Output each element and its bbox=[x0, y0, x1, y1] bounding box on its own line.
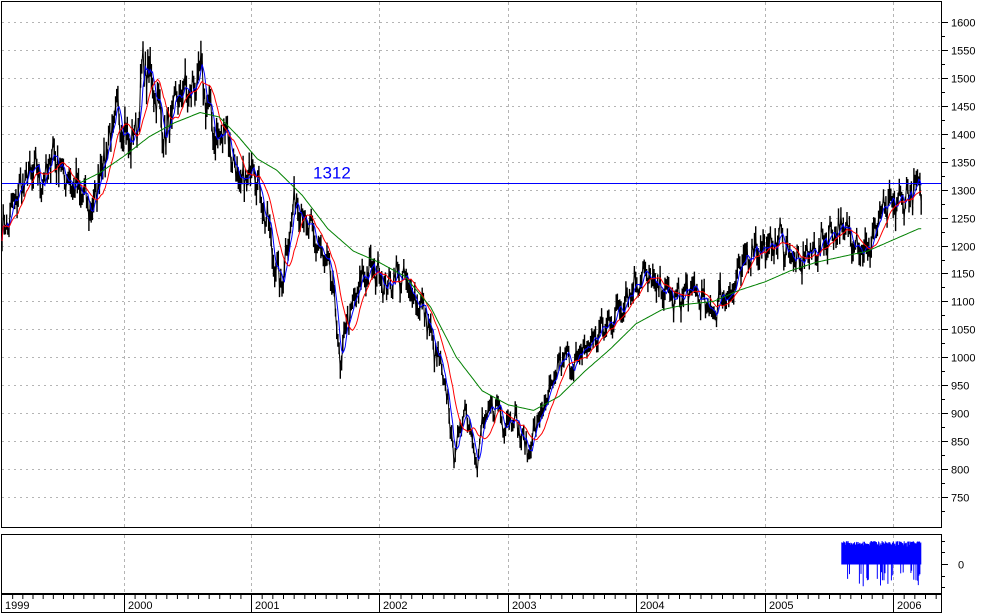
indicator-y-axis: 0 bbox=[942, 541, 964, 588]
indicator-panel-border bbox=[1, 534, 942, 594]
y-tick-label-1100: 1100 bbox=[951, 297, 975, 309]
price-y-axis: 1600 1550 1500 1450 1400 1350 1300 1250 1200 1150… bbox=[942, 18, 975, 512]
indicator-zero-label: 0 bbox=[958, 560, 964, 572]
x-tick-label-2002: 2002 bbox=[383, 600, 407, 612]
y-tick-label-1450: 1450 bbox=[951, 102, 975, 114]
x-tick-label-2005: 2005 bbox=[769, 600, 793, 612]
y-tick-label-1000: 1000 bbox=[951, 353, 975, 365]
x-tick-label-1999: 1999 bbox=[5, 600, 29, 612]
x-tick-label-2001: 2001 bbox=[255, 600, 279, 612]
y-tick-label-900: 900 bbox=[951, 409, 969, 421]
y-tick-label-1050: 1050 bbox=[951, 325, 975, 337]
level-line-label: 1312 bbox=[313, 164, 351, 183]
y-tick-label-1150: 1150 bbox=[951, 269, 975, 281]
y-tick-label-1300: 1300 bbox=[951, 186, 975, 198]
indicator-vertical-gridlines bbox=[124, 535, 894, 593]
series-layer bbox=[1, 40, 922, 478]
y-tick-label-1500: 1500 bbox=[951, 74, 975, 86]
y-tick-label-1550: 1550 bbox=[951, 46, 975, 58]
y-tick-label-1250: 1250 bbox=[951, 214, 975, 226]
y-tick-label-1350: 1350 bbox=[951, 158, 975, 170]
y-tick-label-1400: 1400 bbox=[951, 130, 975, 142]
y-tick-label-1200: 1200 bbox=[951, 242, 975, 254]
y-tick-label-1600: 1600 bbox=[951, 18, 975, 30]
horizontal-gridlines bbox=[2, 22, 941, 498]
long-moving-average-line bbox=[77, 111, 922, 411]
y-tick-label-950: 950 bbox=[951, 381, 969, 393]
short-moving-average-line bbox=[1, 64, 922, 461]
x-tick-label-2004: 2004 bbox=[640, 600, 664, 612]
x-tick-label-2006: 2006 bbox=[897, 600, 921, 612]
x-axis-strip bbox=[1, 594, 942, 613]
indicator-panel bbox=[1, 534, 942, 594]
y-tick-label-850: 850 bbox=[951, 437, 969, 449]
x-tick-label-2003: 2003 bbox=[512, 600, 536, 612]
y-tick-label-750: 750 bbox=[951, 493, 969, 505]
x-tick-label-2000: 2000 bbox=[128, 600, 152, 612]
y-tick-label-800: 800 bbox=[951, 465, 969, 477]
medium-moving-average-line bbox=[1, 78, 922, 441]
x-axis: 1999 2000 2001 2002 2003 2004 2005 2006 bbox=[1, 594, 942, 613]
indicator-bar-series bbox=[841, 541, 922, 587]
price-panel: 1312 bbox=[1, 1, 942, 528]
indicator-bars bbox=[841, 541, 922, 587]
